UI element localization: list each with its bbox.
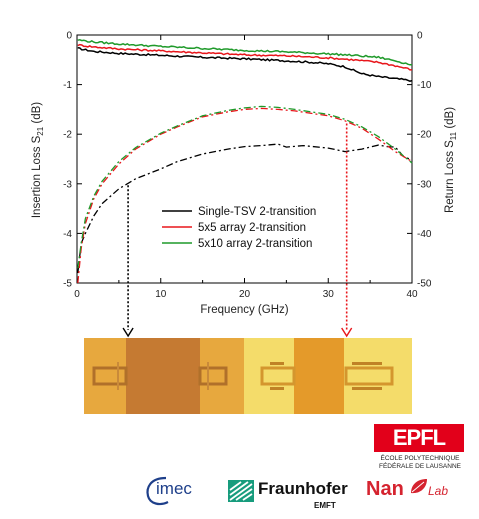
series-line-rl-5x5-array-2-transition: [77, 107, 413, 284]
fraunhofer-logo: Fraunhofer EMFT: [228, 478, 352, 512]
nanolab-tail: Lab: [428, 484, 449, 498]
x-tick-label: 0: [74, 289, 80, 300]
y-right-tick-label: -20: [417, 130, 432, 141]
epfl-name-line1: ÉCOLE POLYTECHNIQUE: [380, 455, 460, 462]
legend-label-single-tsv: Single-TSV 2-transition: [198, 206, 316, 218]
y-right-tick-label: 0: [417, 31, 423, 42]
y-left-tick-label: 0: [66, 31, 72, 42]
x-tick-label: 40: [406, 289, 418, 300]
legend-label-5x5: 5x5 array 2-transition: [198, 222, 306, 234]
y-left-tick-label: -5: [63, 279, 72, 290]
legend-label-5x10: 5x10 array 2-transition: [198, 238, 312, 250]
y-right-tick-label: -30: [417, 179, 432, 190]
tsv-micrograph-photo: [84, 338, 412, 414]
y-left-tick-label: -4: [63, 229, 72, 240]
y-right-tick-label: -40: [417, 229, 432, 240]
photo-dark-band-right: [294, 338, 344, 414]
photo-dark-band-left: [126, 338, 200, 414]
imec-logo: imec: [144, 474, 224, 508]
epfl-wordmark: EPFL: [374, 424, 464, 452]
series-line-rl-single-tsv-2-transition: [77, 143, 413, 274]
fraunhofer-wordmark: Fraunhofer: [258, 479, 348, 498]
y-left-tick-label: -1: [63, 80, 72, 91]
epfl-logo: EPFL ÉCOLE POLYTECHNIQUE FÉDÉRALE DE LAU…: [374, 424, 470, 472]
x-axis-label: Frequency (GHz): [200, 304, 288, 316]
x-tick-label: 10: [155, 289, 167, 300]
annotation-arrow-head: [122, 327, 134, 338]
imec-swoosh-icon: [146, 476, 169, 506]
x-tick-label: 30: [323, 289, 335, 300]
nanolab-leaf-icon: [411, 479, 427, 494]
y-left-tick-label: -3: [63, 179, 72, 190]
annotation-arrow-head: [341, 327, 353, 338]
y-right-tick-label: -50: [417, 279, 432, 290]
nanolab-logo: Nan Lab: [366, 474, 466, 508]
y-axis-right-label: Return Loss S11 (dB): [444, 107, 458, 213]
y-right-tick-label: -10: [417, 80, 432, 91]
imec-wordmark: imec: [156, 479, 192, 498]
x-tick-label: 20: [239, 289, 251, 300]
series-line-il-5x5-array-2-transition: [77, 43, 413, 71]
series-line-rl-5x10-array-2-transition: [77, 105, 413, 269]
series-line-il-single-tsv-2-transition: [77, 46, 413, 82]
fraunhofer-stripes-icon: [228, 480, 254, 502]
series-line-il-5x10-array-2-transition: [77, 39, 412, 66]
epfl-name-line2: FÉDÉRALE DE LAUSANNE: [379, 463, 461, 470]
y-left-tick-label: -2: [63, 130, 72, 141]
legend: Single-TSV 2-transition 5x5 array 2-tran…: [162, 206, 316, 250]
nanolab-wordmark: Nan: [366, 478, 404, 500]
fraunhofer-sub: EMFT: [314, 501, 336, 510]
y-axis-left-label: Insertion Loss S21 (dB): [31, 102, 45, 218]
s-parameter-chart: 0 10 20 30 400-1-2-3-4-50-10-20-30-40-50 Fre…: [31, 31, 458, 338]
